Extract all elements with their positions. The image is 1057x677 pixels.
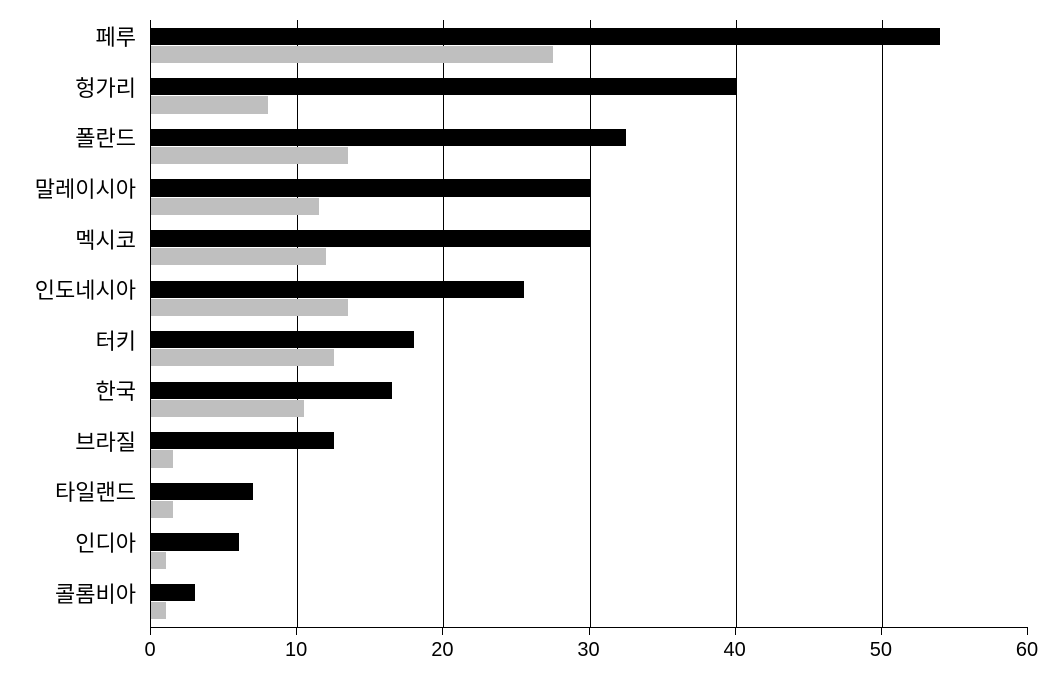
gridline [443,20,444,627]
bar-series-a [151,584,195,601]
bar-series-b [151,198,319,215]
x-axis-label: 50 [870,639,892,662]
y-axis-label: 헝가리 [75,71,136,103]
y-axis-label: 폴란드 [75,121,136,153]
x-axis-label: 0 [144,639,155,662]
bar-series-b [151,450,173,467]
y-axis-label: 브라질 [75,425,136,457]
y-axis-label: 터키 [96,324,136,356]
x-tick [150,627,152,635]
x-tick [881,627,883,635]
x-tick [296,627,298,635]
x-axis-label: 10 [285,639,307,662]
bar-series-a [151,483,253,500]
bar-series-a [151,78,736,95]
bar-series-b [151,501,173,518]
x-tick [442,627,444,635]
gridline [297,20,298,627]
y-axis-label: 한국 [96,374,136,406]
x-tick [1027,627,1029,635]
bar-series-b [151,349,334,366]
bar-series-b [151,96,268,113]
bar-series-a [151,432,334,449]
bar-series-a [151,533,239,550]
gridline [882,20,883,627]
x-tick [735,627,737,635]
bar-series-b [151,552,166,569]
x-axis-label: 30 [577,639,599,662]
plot-area [150,20,1028,628]
bar-series-a [151,179,590,196]
x-axis-label: 40 [724,639,746,662]
y-axis-label: 페루 [96,20,136,52]
bar-series-a [151,28,940,45]
x-axis-label: 20 [431,639,453,662]
y-axis-label: 멕시코 [75,223,136,255]
bar-series-a [151,230,590,247]
y-axis-label: 말레이시아 [35,172,136,204]
x-axis-label: 60 [1016,639,1038,662]
x-tick [589,627,591,635]
bar-series-a [151,281,524,298]
bar-series-b [151,602,166,619]
bar-series-a [151,129,626,146]
y-axis-label: 인도네시아 [35,273,136,305]
bar-series-b [151,147,348,164]
y-axis-label: 인디아 [75,526,136,558]
y-axis-label: 타일랜드 [55,475,136,507]
grouped-horizontal-bar-chart: 0 10 20 30 40 50 60 페루헝가리폴란드말레이시아멕시코인도네시아터키한국브라… [0,0,1057,677]
bar-series-a [151,382,392,399]
bar-series-b [151,400,304,417]
y-axis-label: 콜롬비아 [55,577,136,609]
bar-series-a [151,331,414,348]
gridline [736,20,737,627]
bar-series-b [151,299,348,316]
gridline [590,20,591,627]
bar-series-b [151,46,553,63]
bar-series-b [151,248,326,265]
